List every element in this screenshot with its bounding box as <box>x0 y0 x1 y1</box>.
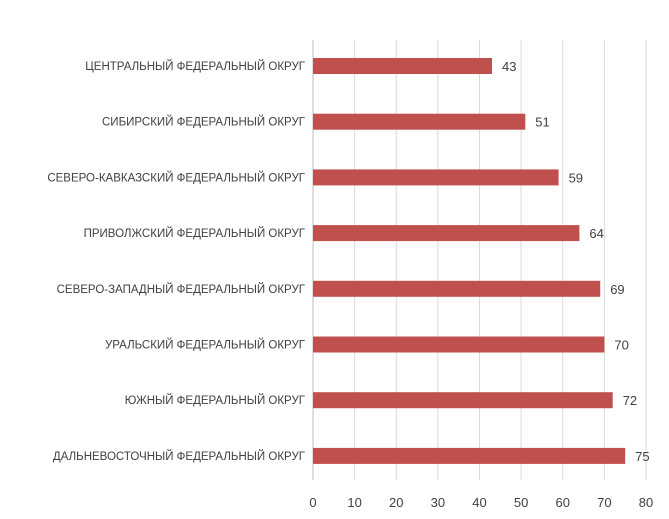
bar <box>313 225 580 242</box>
bar <box>313 280 601 297</box>
category-label: СИБИРСКИЙ ФЕДЕРАЛЬНЫЙ ОКРУГ <box>102 116 306 129</box>
data-label: 69 <box>610 282 624 297</box>
category-label: УРАЛЬСКИЙ ФЕДЕРАЛЬНЫЙ ОКРУГ <box>105 339 306 352</box>
data-labels: 43 51 59 64 69 70 72 75 <box>502 59 650 464</box>
x-tick-label: 20 <box>389 495 403 510</box>
category-label: ПРИВОЛЖСКИЙ ФЕДЕРАЛЬНЫЙ ОКРУГ <box>84 227 306 240</box>
data-label: 75 <box>635 449 649 464</box>
data-label: 72 <box>623 393 637 408</box>
bar <box>313 336 605 353</box>
bar <box>313 113 526 130</box>
gridlines <box>354 40 647 480</box>
x-tick-label: 0 <box>309 495 316 510</box>
category-label: ДАЛЬНЕВОСТОЧНЫЙ ФЕДЕРАЛЬНЫЙ ОКРУГ <box>53 450 306 463</box>
x-tick-label: 50 <box>514 495 528 510</box>
category-label: СЕВЕРО-КАВКАЗСКИЙ ФЕДЕРАЛЬНЫЙ ОКРУГ <box>47 171 305 184</box>
x-tick-label: 30 <box>431 495 445 510</box>
x-axis-tick-labels: 0 10 20 30 40 50 60 70 80 <box>309 495 653 510</box>
category-labels: ЦЕНТРАЛЬНЫЙ ФЕДЕРАЛЬНЫЙ ОКРУГ СИБИРСКИЙ Ф… <box>47 60 305 463</box>
data-label: 43 <box>502 59 516 74</box>
category-label: СЕВЕРО-ЗАПАДНЫЙ ФЕДЕРАЛЬНЫЙ ОКРУГ <box>57 283 306 296</box>
category-label: ЮЖНЫЙ ФЕДЕРАЛЬНЫЙ ОКРУГ <box>125 394 306 407</box>
bar <box>313 392 613 409</box>
data-label: 64 <box>589 226 603 241</box>
x-tick-label: 40 <box>472 495 486 510</box>
data-label: 59 <box>569 170 583 185</box>
data-label: 51 <box>535 115 549 130</box>
bar <box>313 58 492 74</box>
bars <box>313 58 626 464</box>
data-label: 70 <box>614 338 628 353</box>
category-label: ЦЕНТРАЛЬНЫЙ ФЕДЕРАЛЬНЫЙ ОКРУГ <box>85 60 305 73</box>
x-tick-label: 80 <box>639 495 653 510</box>
x-tick-label: 70 <box>597 495 611 510</box>
bar <box>313 447 626 464</box>
x-tick-label: 10 <box>347 495 361 510</box>
x-tick-label: 60 <box>556 495 570 510</box>
bar <box>313 169 559 186</box>
